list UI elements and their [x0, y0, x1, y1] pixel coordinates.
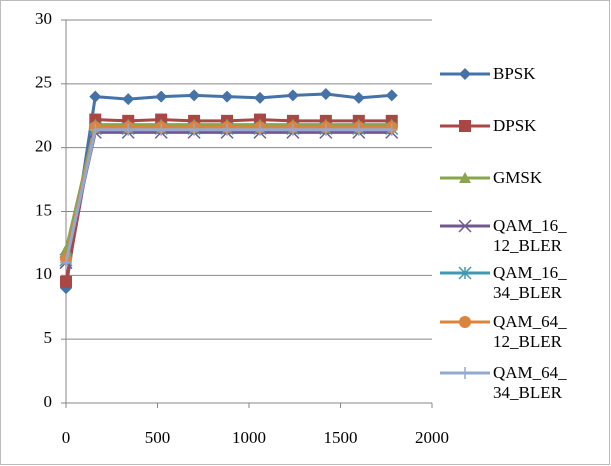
marker [352, 123, 365, 136]
marker [253, 123, 266, 136]
y-tick-label: 15 [35, 200, 52, 219]
marker [221, 123, 234, 136]
marker [352, 91, 365, 104]
y-tick-label: 10 [35, 264, 52, 283]
legend-label: QAM_16_34_BLER [493, 263, 567, 302]
marker [155, 123, 168, 136]
legend-label: QAM_64_34_BLER [493, 363, 567, 402]
y-tick-label: 5 [44, 328, 53, 347]
x-tick-label: 500 [145, 428, 171, 447]
marker [385, 123, 398, 136]
marker [188, 89, 201, 102]
marker [319, 123, 332, 136]
x-tick-label: 2000 [415, 428, 449, 447]
marker [458, 219, 472, 233]
marker [60, 256, 72, 269]
y-tick-label: 20 [35, 137, 52, 156]
marker [60, 275, 72, 288]
legend-label: QAM_64_12_BLER [493, 312, 567, 351]
legend-label: GMSK [493, 168, 543, 187]
x-tick-label: 1500 [324, 428, 358, 447]
marker [385, 89, 398, 102]
y-tick-label: 0 [44, 392, 53, 411]
marker [286, 89, 299, 102]
marker [155, 90, 168, 103]
x-tick-label: 1000 [232, 428, 266, 447]
marker [458, 266, 472, 280]
marker [459, 120, 471, 132]
marker [459, 316, 471, 328]
x-tick-label: 0 [62, 428, 71, 447]
marker [89, 90, 102, 103]
marker [459, 367, 471, 379]
y-tick-label: 30 [35, 9, 52, 28]
marker [188, 123, 201, 136]
legend-label: DPSK [493, 116, 537, 135]
marker [319, 88, 332, 101]
marker [122, 93, 135, 106]
marker [253, 91, 266, 104]
marker [122, 123, 135, 136]
legend-label: BPSK [493, 64, 536, 83]
legend-label: QAM_16_12_BLER [493, 216, 567, 255]
y-tick-label: 25 [35, 73, 52, 92]
marker [459, 172, 471, 183]
marker [459, 68, 471, 80]
marker [286, 123, 299, 136]
marker [89, 123, 102, 136]
marker [221, 90, 234, 103]
